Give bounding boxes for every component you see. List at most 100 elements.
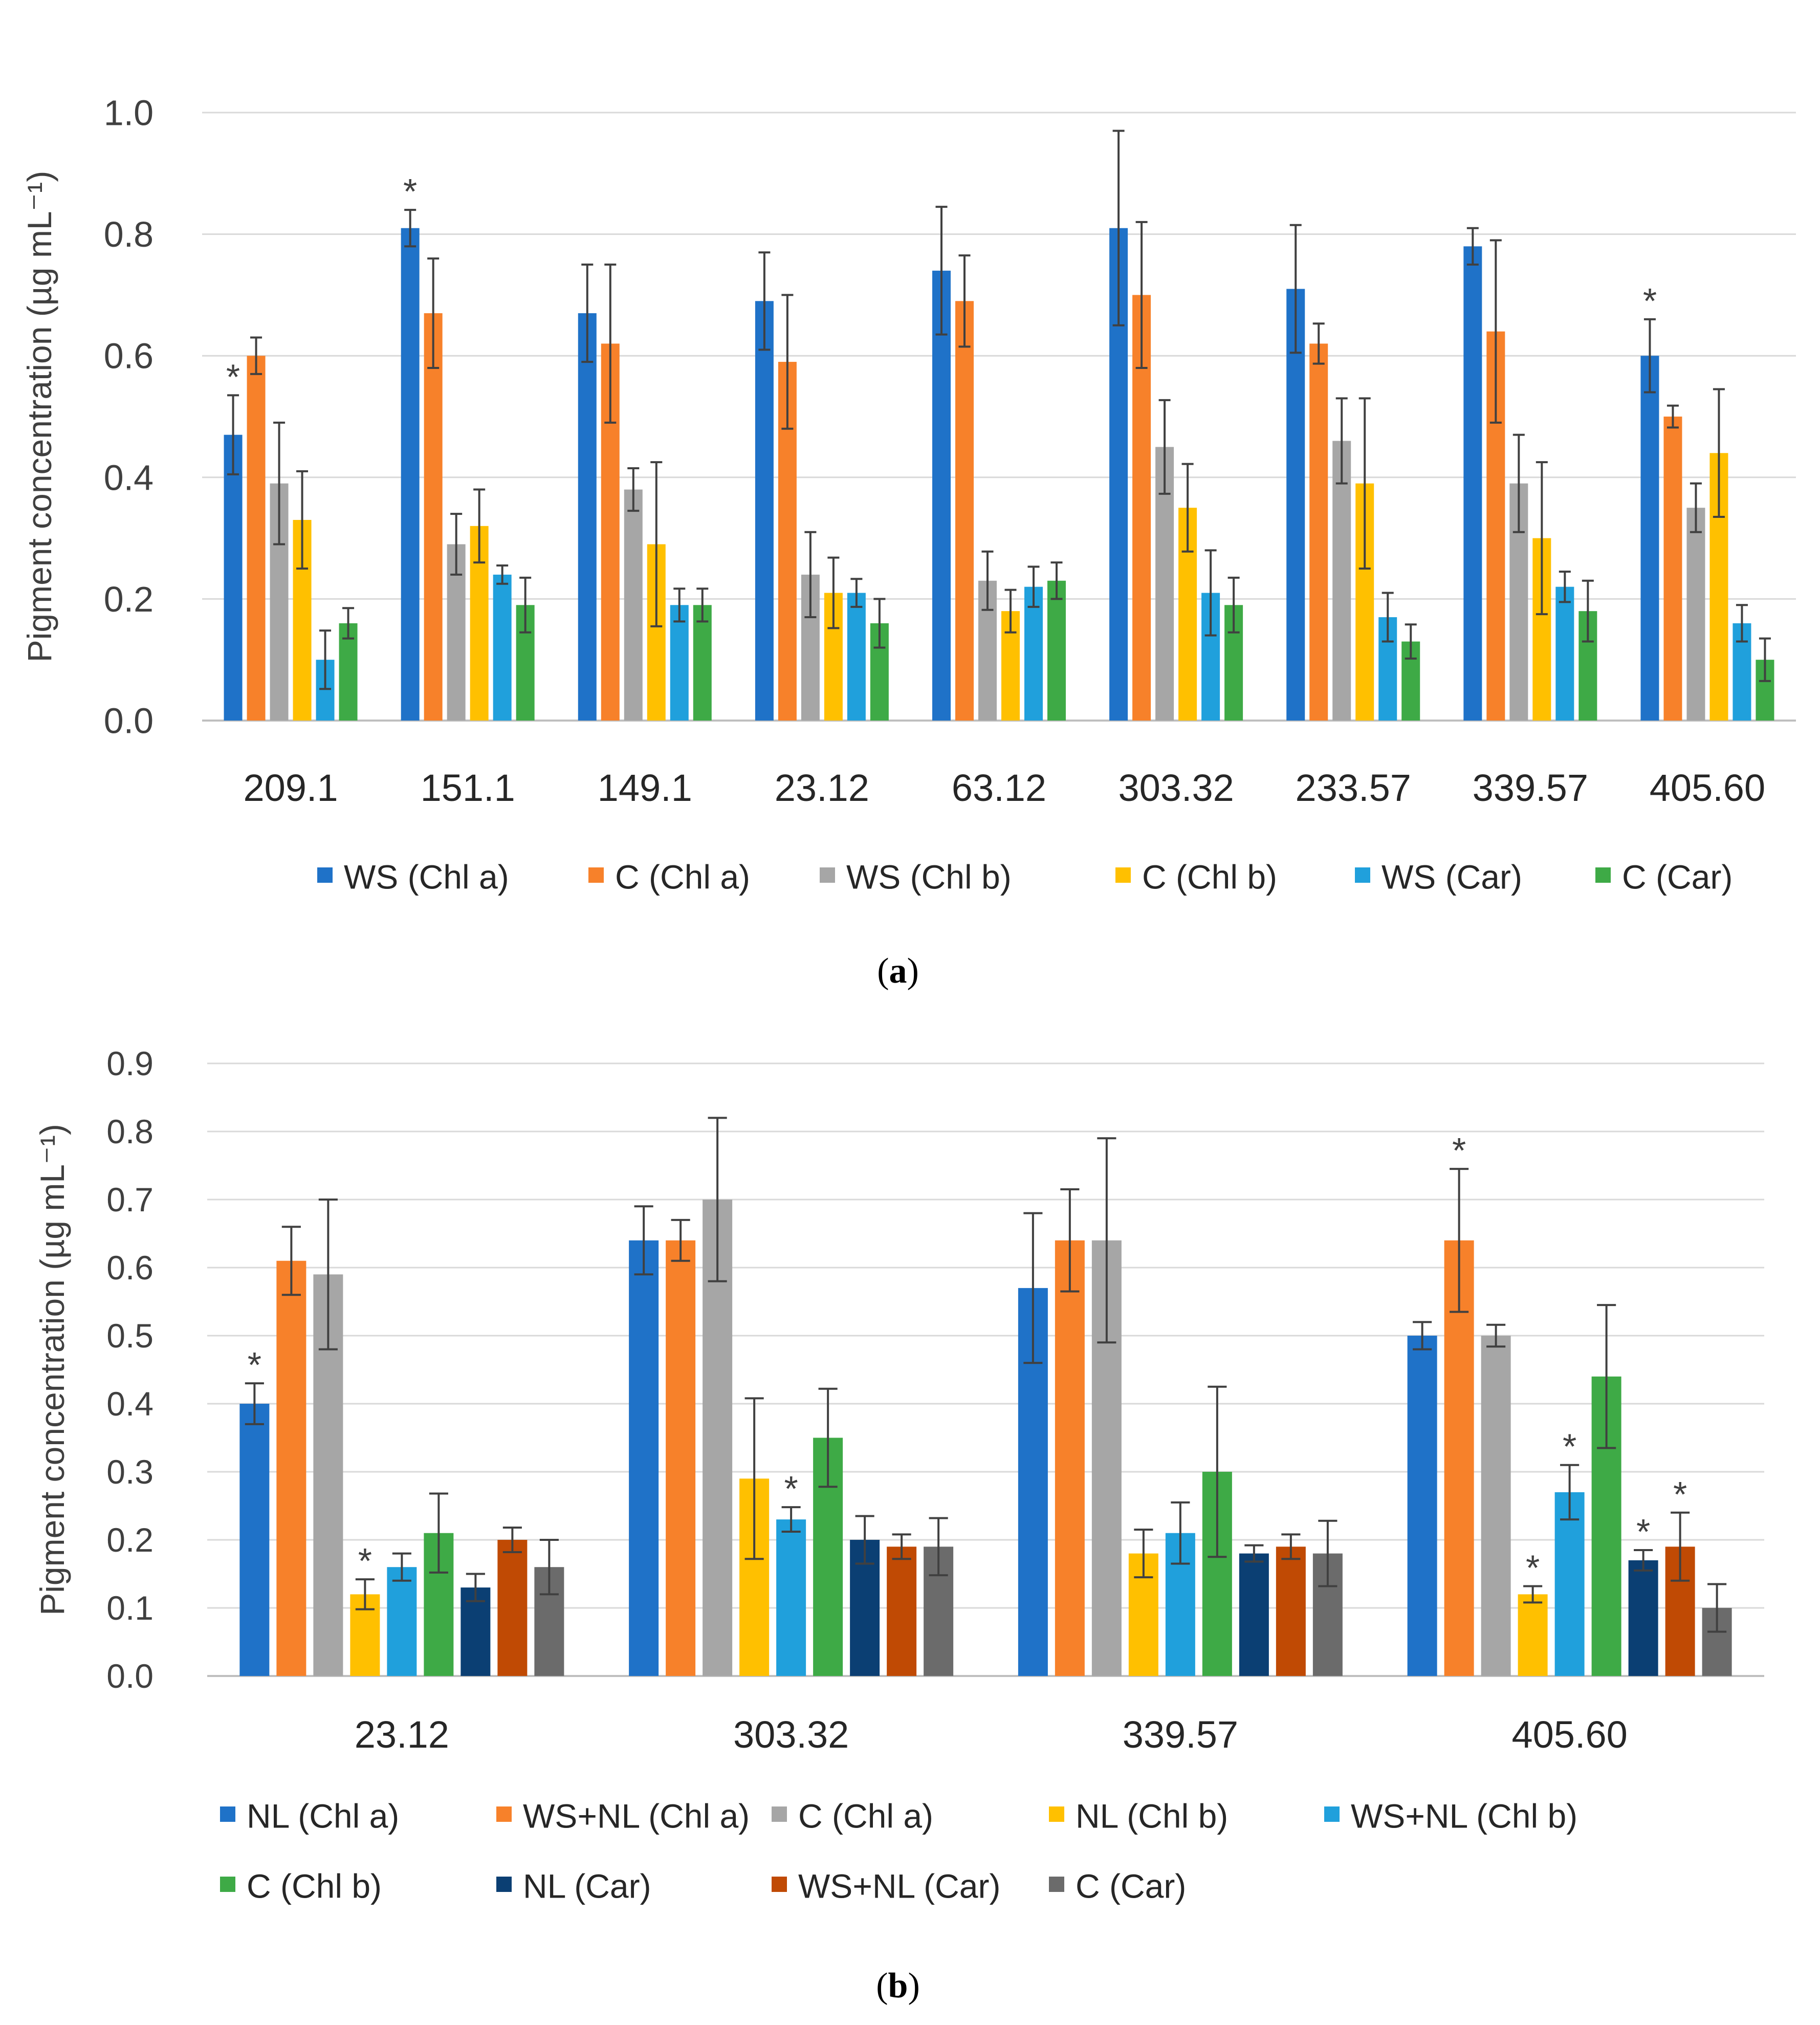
bar xyxy=(247,356,266,721)
legend-entry: WS (Chl b) xyxy=(846,858,1012,896)
bar xyxy=(1309,343,1328,721)
legend-entry: C (Chl b) xyxy=(1142,858,1277,896)
caption-close: ) xyxy=(907,951,919,991)
x-tick-label: 63.12 xyxy=(952,767,1046,809)
significance-asterisk: * xyxy=(403,171,417,211)
legend-swatch xyxy=(772,1877,787,1892)
bar xyxy=(239,1404,270,1676)
y-tick-label: 0.7 xyxy=(106,1181,154,1218)
y-tick-label: 1.0 xyxy=(104,93,154,133)
legend-entry: NL (Car) xyxy=(523,1867,651,1905)
caption-open: ( xyxy=(877,951,889,991)
bar xyxy=(755,301,774,721)
panel-caption: (a) xyxy=(877,951,919,991)
significance-asterisk: * xyxy=(226,357,240,397)
caption-close: ) xyxy=(908,1966,919,2006)
legend-swatch xyxy=(1049,1877,1064,1892)
y-tick-label: 0.9 xyxy=(106,1044,154,1082)
significance-asterisk: * xyxy=(248,1345,261,1385)
bar xyxy=(1332,441,1351,721)
legend-entry: NL (Chl a) xyxy=(247,1797,399,1835)
legend-entry: NL (Chl b) xyxy=(1076,1797,1228,1835)
bar xyxy=(1055,1240,1085,1676)
legend-entry: WS+NL (Chl a) xyxy=(523,1797,750,1835)
y-tick-label: 0.4 xyxy=(106,1385,154,1423)
bar xyxy=(497,1540,528,1676)
legend-swatch xyxy=(1049,1806,1064,1822)
x-tick-label: 209.1 xyxy=(243,767,338,809)
y-tick-label: 0.5 xyxy=(106,1317,154,1355)
y-tick-label: 0.4 xyxy=(104,458,154,497)
bar xyxy=(624,489,643,721)
y-tick-label: 0.2 xyxy=(104,579,154,619)
bar xyxy=(1554,1492,1585,1676)
caption-open: ( xyxy=(876,1966,888,2006)
y-tick-label: 0.8 xyxy=(104,214,154,254)
bar xyxy=(1481,1336,1511,1676)
chart-b: 0.0 0.1 0.2 0.3 0.4 0.5 0.6 0.7 0.8 0.9 Pigment co… xyxy=(33,1044,1764,2006)
x-tick-label: 303.32 xyxy=(733,1713,849,1756)
legend-entry: C (Chl b) xyxy=(247,1867,382,1905)
y-tick-label: 0.1 xyxy=(106,1589,154,1627)
x-tick-label: 23.12 xyxy=(775,767,869,809)
legend-swatch xyxy=(1324,1806,1340,1822)
bar xyxy=(887,1547,917,1676)
x-tick-label: 405.60 xyxy=(1511,1713,1627,1756)
significance-asterisk: * xyxy=(1636,1512,1650,1552)
x-tick-label: 339.57 xyxy=(1123,1713,1238,1756)
significance-asterisk: * xyxy=(1526,1548,1540,1587)
y-tick-label: 0.3 xyxy=(106,1453,154,1491)
bar xyxy=(1407,1336,1437,1676)
legend-entry: C (Car) xyxy=(1076,1867,1186,1905)
y-axis-label: Pigment concentration (µg mL⁻¹) xyxy=(20,171,58,663)
legend-entry: WS+NL (Car) xyxy=(798,1867,1000,1905)
x-tick-label: 151.1 xyxy=(421,767,515,809)
bar xyxy=(1286,289,1305,721)
significance-asterisk: * xyxy=(1673,1474,1687,1514)
bar xyxy=(1444,1240,1474,1676)
bar xyxy=(493,574,512,721)
bar xyxy=(670,605,689,721)
bar xyxy=(1555,586,1574,721)
bar xyxy=(847,593,866,721)
x-tick-label: 233.57 xyxy=(1296,767,1411,809)
x-tick-label: 149.1 xyxy=(598,767,692,809)
x-tick-label: 339.57 xyxy=(1473,767,1588,809)
y-tick-label: 0.0 xyxy=(104,701,154,741)
y-tick-label: 0.6 xyxy=(106,1249,154,1287)
legend-swatch xyxy=(820,867,835,883)
significance-asterisk: * xyxy=(358,1541,372,1581)
significance-asterisk: * xyxy=(1643,281,1657,321)
legend-swatch xyxy=(772,1806,787,1822)
bar xyxy=(1024,586,1043,721)
caption-letter: a xyxy=(889,951,907,991)
y-tick-label: 0.8 xyxy=(106,1113,154,1150)
legend-entry: C (Chl a) xyxy=(615,858,750,896)
legend-swatch xyxy=(220,1877,235,1892)
caption-letter: b xyxy=(888,1966,908,2006)
legend-swatch xyxy=(496,1806,512,1822)
legend-swatch xyxy=(317,867,333,883)
y-tick-label: 0.0 xyxy=(106,1657,154,1695)
legend-swatch xyxy=(220,1806,235,1822)
bar xyxy=(1628,1560,1658,1676)
bar xyxy=(276,1260,306,1676)
bar xyxy=(401,228,420,721)
legend-swatch xyxy=(588,867,604,883)
legend-entry: C (Chl a) xyxy=(798,1797,933,1835)
bar xyxy=(424,313,443,721)
bar xyxy=(224,434,243,721)
legend-entry: WS (Car) xyxy=(1382,858,1522,896)
bar xyxy=(461,1587,491,1676)
x-tick-label: 405.60 xyxy=(1650,767,1765,809)
significance-asterisk: * xyxy=(784,1469,798,1509)
bar xyxy=(666,1240,696,1676)
legend-swatch xyxy=(1355,867,1370,883)
bar xyxy=(1663,417,1682,721)
bar xyxy=(955,301,974,721)
chart-a: 0.0 0.2 0.4 0.6 0.8 1.0 Pigment concentration … xyxy=(20,93,1796,991)
x-tick-label: 303.32 xyxy=(1118,767,1234,809)
y-axis-label: Pigment concentration (µg mL⁻¹) xyxy=(33,1124,71,1616)
legend-swatch xyxy=(1115,867,1131,883)
